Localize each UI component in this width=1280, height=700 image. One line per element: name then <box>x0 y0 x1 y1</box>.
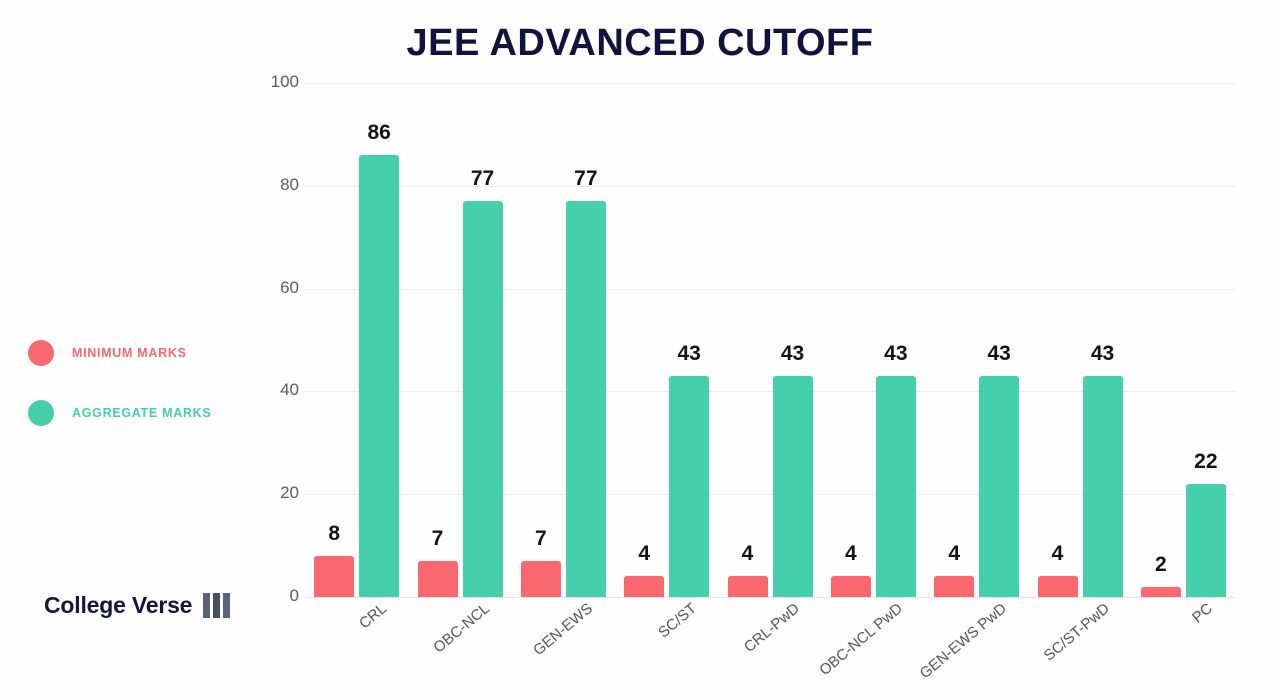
y-axis-tick-label: 0 <box>289 586 299 605</box>
bar[interactable] <box>979 375 1020 597</box>
brand-logo-text: College Verse <box>44 592 193 618</box>
bar-value-label: 2 <box>1154 552 1167 576</box>
bar-value-label: 77 <box>574 167 598 191</box>
x-axis-tick-label: GEN-EWS <box>530 600 597 660</box>
bar-value-label: 77 <box>470 167 495 191</box>
bar-value-label: 7 <box>431 527 444 551</box>
bar[interactable] <box>1037 576 1078 597</box>
legend-item-minimum-marks[interactable]: MINIMUM MARKS <box>28 336 258 370</box>
legend-swatch-icon <box>28 340 54 366</box>
bar[interactable] <box>462 201 503 597</box>
bar-value-label: 43 <box>677 341 701 365</box>
legend-item-label: MINIMUM MARKS <box>72 346 187 360</box>
bar[interactable] <box>772 375 813 597</box>
y-axis-tick-label: 80 <box>280 174 299 194</box>
bar-value-label: 43 <box>987 341 1011 365</box>
bar[interactable] <box>565 201 606 597</box>
bar[interactable] <box>875 375 916 597</box>
bar-value-label: 43 <box>884 341 908 365</box>
y-axis-tick-label: 100 <box>270 72 299 91</box>
brand-logo-bars-icon <box>200 593 231 618</box>
y-axis-tick-label: 40 <box>280 380 299 400</box>
chart-legend: MINIMUM MARKS AGGREGATE MARKS <box>28 336 258 456</box>
grid-line <box>305 185 1235 187</box>
x-axis-tick-label: SC/ST <box>654 600 700 642</box>
bar[interactable] <box>727 576 768 597</box>
bar[interactable] <box>417 561 458 597</box>
bar-value-label: 4 <box>638 542 650 566</box>
bar-value-label: 43 <box>780 341 805 365</box>
x-axis-tick-label: SC/ST-PwD <box>1040 600 1113 665</box>
x-axis-line <box>305 597 1235 598</box>
x-axis-tick-label: CRL-PwD <box>740 600 803 656</box>
bar-value-label: 43 <box>1090 341 1115 365</box>
legend-item-label: AGGREGATE MARKS <box>72 406 212 420</box>
grid-line <box>305 288 1235 290</box>
bar-value-label: 22 <box>1194 449 1218 473</box>
bar-value-label: 4 <box>741 542 754 566</box>
x-axis-tick-label: CRL <box>355 600 390 633</box>
grid-line <box>305 494 1235 496</box>
x-axis-tick-label: GEN-EWS PwD <box>916 600 1010 683</box>
x-axis-tick-label: OBC-NCL PwD <box>816 600 907 680</box>
bar[interactable] <box>520 561 561 597</box>
legend-item-aggregate-marks[interactable]: AGGREGATE MARKS <box>28 396 258 430</box>
bar[interactable] <box>314 555 355 597</box>
bar[interactable] <box>830 576 871 597</box>
plot-area: 8 86 7 77 7 77 4 43 4 43 4 43 4 43 4 43 2 22 <box>305 83 1235 598</box>
bar[interactable] <box>1082 375 1123 597</box>
bar-value-label: 7 <box>534 527 547 551</box>
bar[interactable] <box>624 576 665 597</box>
bar-value-label: 86 <box>367 120 391 144</box>
x-axis-labels: CRL OBC-NCL GEN-EWS SC/ST CRL-PwD OBC-NCL PwD… <box>305 600 1235 700</box>
x-axis-tick-label: PC <box>1189 600 1217 627</box>
legend-swatch-icon <box>28 400 54 426</box>
bar-value-label: 4 <box>948 542 960 566</box>
page-title: JEE ADVANCED CUTOFF <box>406 22 874 64</box>
brand-logo: College Verse <box>44 592 231 619</box>
bar[interactable] <box>1185 483 1226 597</box>
y-axis-tick-label: 20 <box>280 483 299 503</box>
grid-line <box>305 391 1235 393</box>
y-axis-labels: 0 20 40 60 80 100 <box>253 72 299 605</box>
bar-value-label: 8 <box>328 521 341 545</box>
bar[interactable] <box>669 375 710 597</box>
bar-value-label: 4 <box>1051 542 1064 566</box>
y-axis-tick-label: 60 <box>280 277 299 297</box>
x-axis-tick-label: OBC-NCL <box>430 600 493 657</box>
bar-value-label: 4 <box>844 542 857 566</box>
bar[interactable] <box>934 576 975 597</box>
grid-line <box>305 83 1235 84</box>
bar[interactable] <box>359 154 400 597</box>
bar[interactable] <box>1140 586 1181 597</box>
